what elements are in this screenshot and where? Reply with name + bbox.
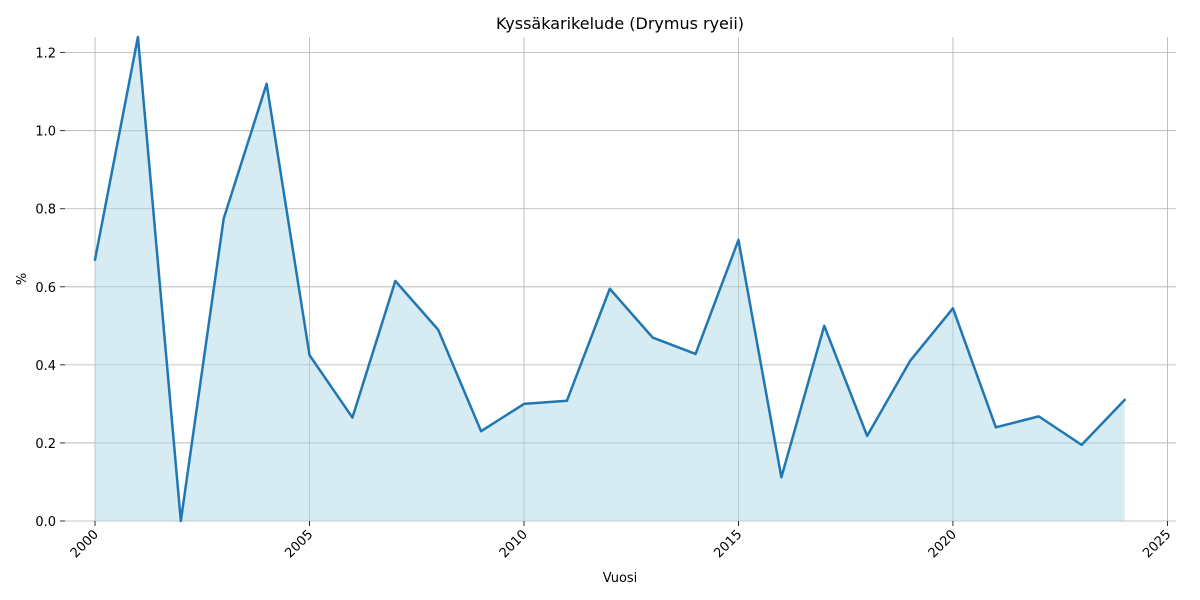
data-point (694, 352, 698, 356)
chart-title: Kyssäkarikelude (Drymus ryeii) (496, 14, 744, 33)
data-point (822, 324, 826, 328)
data-point (651, 336, 655, 340)
x-tick-label: 2000 (68, 527, 102, 561)
data-point (136, 35, 140, 39)
x-axis-label: Vuosi (603, 571, 638, 586)
y-tick-label: 0.4 (35, 359, 56, 374)
x-tick-label: 2010 (497, 527, 531, 561)
data-point (308, 353, 312, 357)
data-point (350, 416, 354, 420)
data-point (222, 217, 226, 221)
series-line (93, 35, 1127, 523)
y-tick-label: 0.6 (35, 281, 56, 296)
data-point (908, 359, 912, 363)
data-point (951, 306, 955, 310)
data-point (1080, 443, 1084, 447)
data-point (93, 257, 97, 261)
y-tick-label: 0.0 (35, 515, 56, 530)
data-point (608, 287, 612, 291)
data-point (1123, 398, 1127, 402)
x-tick-label: 2015 (711, 527, 745, 561)
x-tick-label: 2005 (282, 527, 316, 561)
data-point (436, 328, 440, 332)
series-line-path (93, 35, 1127, 523)
data-point (994, 425, 998, 429)
data-point (779, 475, 783, 479)
data-point (1037, 414, 1041, 418)
data-point (479, 429, 483, 433)
data-point (565, 399, 569, 403)
data-point (522, 402, 526, 406)
area-fill-path (95, 37, 1125, 521)
data-point (265, 82, 269, 86)
data-point (393, 279, 397, 283)
y-tick-label: 1.2 (35, 47, 56, 62)
y-tick-label: 1.0 (35, 125, 56, 140)
data-point (865, 434, 869, 438)
y-tick-label: 0.2 (35, 437, 56, 452)
y-tick-label: 0.8 (35, 203, 56, 218)
area-fill (95, 37, 1125, 521)
data-point (736, 238, 740, 242)
x-tick-label: 2025 (1140, 527, 1174, 561)
y-axis-label: % (15, 273, 30, 285)
x-tick-label: 2020 (926, 527, 960, 561)
data-point (179, 519, 183, 523)
